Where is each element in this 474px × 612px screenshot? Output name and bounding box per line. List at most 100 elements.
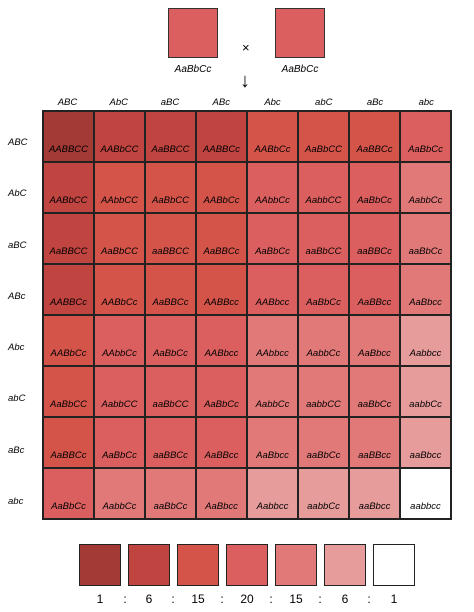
cell-genotype: AABbcc [255, 297, 290, 308]
cell-genotype: aaBBCc [153, 450, 188, 461]
cell-genotype: AaBbCc [153, 348, 188, 359]
punnett-cell: AaBbCc [145, 315, 196, 366]
cell-genotype: AABbCc [254, 144, 291, 155]
cell-genotype: AaBBCC [49, 246, 88, 257]
column-header-gamete: abc [418, 97, 434, 108]
column-header-gamete: ABC [57, 97, 78, 108]
punnett-cell: AABBCc [196, 111, 247, 162]
cell-genotype: AABBCc [50, 297, 87, 308]
punnett-cell: AaBbcc [349, 315, 400, 366]
legend-swatch [128, 544, 170, 586]
punnett-cell: AABbCc [196, 162, 247, 213]
cell-genotype: AaBBcc [204, 450, 239, 461]
ratio-value: 20 [240, 592, 254, 606]
cell-genotype: AABbCc [203, 195, 240, 206]
column-header-gamete: aBC [160, 97, 180, 108]
cell-genotype: aaBBCc [357, 246, 392, 257]
punnett-cell: AaBbCc [400, 111, 451, 162]
cell-genotype: aabbcc [410, 501, 441, 512]
parent-1-genotype: AaBbCc [174, 64, 212, 75]
punnett-cell: AABBCC [43, 111, 94, 162]
punnett-cell: aabbcc [400, 468, 451, 519]
row-header-gamete: AbC [8, 188, 27, 200]
ratio-value: 1 [96, 592, 104, 606]
cell-genotype: AABbCC [100, 144, 139, 155]
cell-genotype: AabbCc [102, 501, 137, 512]
punnett-cell: AabbCc [247, 366, 298, 417]
cell-genotype: AABBCc [203, 144, 240, 155]
punnett-cell: AABbcc [247, 264, 298, 315]
punnett-cell: AABbCC [94, 111, 145, 162]
punnett-cell: AaBbCc [196, 366, 247, 417]
punnett-cell: aaBBCc [145, 417, 196, 468]
punnett-cell: AABbCc [94, 264, 145, 315]
cell-genotype: AaBbCc [255, 246, 290, 257]
ratio-separator: : [123, 592, 127, 606]
cell-genotype: aaBbCc [357, 399, 392, 410]
punnett-cell: AaBbCC [298, 111, 349, 162]
parent-1-swatch [168, 8, 218, 58]
punnett-cell: aaBbCc [298, 417, 349, 468]
cell-genotype: AAbbCc [255, 195, 290, 206]
column-header-gamete: abC [315, 97, 333, 108]
row-header-gamete: ABC [8, 137, 28, 148]
legend-swatch [177, 544, 219, 586]
cell-genotype: AAbbcc [256, 348, 289, 359]
ratio-value: 6 [341, 592, 349, 606]
punnett-cell: AaBbCC [94, 213, 145, 264]
punnett-cell: aaBBCc [349, 213, 400, 264]
punnett-cell: AaBBCC [43, 213, 94, 264]
punnett-cell: AaBbCc [349, 162, 400, 213]
punnett-cell: AabbCc [400, 162, 451, 213]
cell-genotype: aaBbcc [358, 501, 391, 512]
cell-genotype: aaBBcc [358, 450, 391, 461]
punnett-cell: AABbCC [43, 162, 94, 213]
ratio-separator: : [367, 592, 371, 606]
legend-swatch [79, 544, 121, 586]
punnett-cell: AaBBCc [43, 417, 94, 468]
ratio-value: 15 [289, 592, 303, 606]
punnett-cell: AAbbcc [247, 315, 298, 366]
punnett-cell: aaBBcc [349, 417, 400, 468]
cell-genotype: AabbCC [101, 399, 138, 410]
cell-genotype: AABBcc [204, 297, 239, 308]
cell-genotype: Aabbcc [256, 501, 289, 512]
cell-genotype: AaBbcc [256, 450, 289, 461]
punnett-cell: aabbCc [400, 366, 451, 417]
cell-genotype: aaBBCC [152, 246, 189, 257]
legend-swatch [373, 544, 415, 586]
punnett-cell: AABbCc [43, 315, 94, 366]
parent-2-genotype: AaBbCc [281, 64, 319, 75]
legend-swatch [275, 544, 317, 586]
cell-genotype: AaBbCC [305, 144, 342, 155]
cell-genotype: AaBBCC [151, 144, 190, 155]
column-header-gamete: Abc [264, 97, 281, 108]
cross-symbol: × [242, 40, 250, 55]
row-header-gamete: abC [8, 393, 26, 405]
cell-genotype: AABBCC [48, 144, 89, 155]
column-header-gamete: ABc [212, 97, 230, 108]
punnett-cell: AaBBCc [349, 111, 400, 162]
cell-genotype: AaBbcc [205, 501, 238, 512]
cell-genotype: AABbCC [49, 195, 88, 206]
row-header-gamete: abc [8, 495, 24, 507]
cell-genotype: aaBbCC [305, 246, 342, 257]
punnett-cell: AABbCc [247, 111, 298, 162]
punnett-cell: aaBbCc [400, 213, 451, 264]
punnett-cell: AABBcc [196, 264, 247, 315]
cell-genotype: aaBbcc [409, 450, 442, 461]
punnett-cell: AabbCC [298, 162, 349, 213]
punnett-cell: aaBbCC [298, 213, 349, 264]
cell-genotype: AabbCc [255, 399, 290, 410]
punnett-cell: AaBbCc [94, 417, 145, 468]
cell-genotype: AaBbCc [357, 195, 392, 206]
punnett-cell: AabbCc [298, 315, 349, 366]
punnett-square: AABBCC AABbCC AaBBCC AABBCc AABbCc AaBbCC AaBB… [42, 110, 452, 520]
cell-genotype: AAbbCc [102, 348, 137, 359]
cell-genotype: aaBbCc [306, 450, 341, 461]
punnett-cell: AAbbCC [94, 162, 145, 213]
punnett-cell: aaBBCC [145, 213, 196, 264]
cell-genotype: AaBbCc [51, 501, 86, 512]
cell-genotype: AaBbcc [358, 348, 391, 359]
cell-genotype: aabbCC [306, 399, 341, 410]
